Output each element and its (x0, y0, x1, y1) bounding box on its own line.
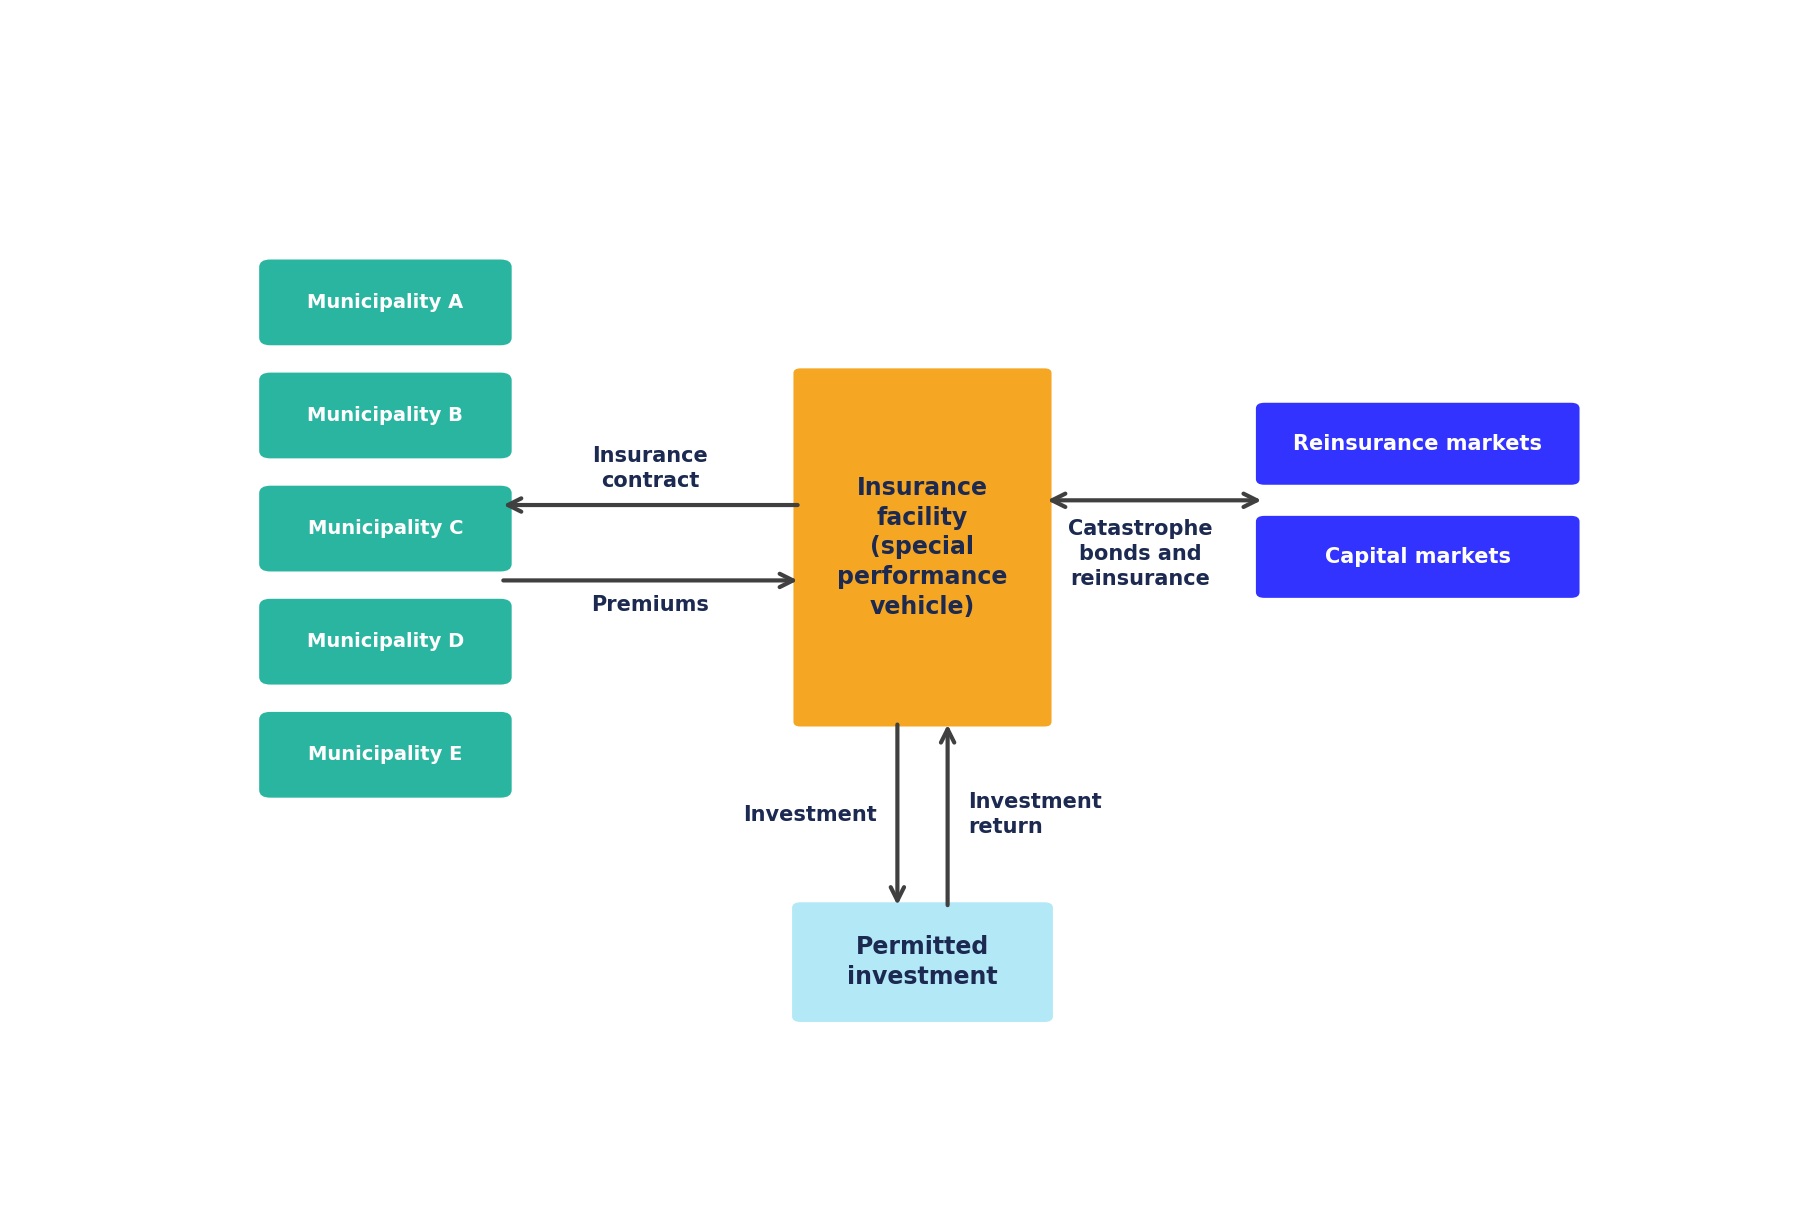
Text: Municipality E: Municipality E (308, 745, 463, 764)
FancyBboxPatch shape (1256, 403, 1580, 485)
Text: Catastrophe
bonds and
reinsurance: Catastrophe bonds and reinsurance (1067, 519, 1213, 589)
Text: Insurance
contract: Insurance contract (592, 446, 709, 491)
FancyBboxPatch shape (794, 368, 1051, 727)
Text: Municipality A: Municipality A (308, 293, 464, 312)
FancyBboxPatch shape (1256, 515, 1580, 597)
Text: Municipality D: Municipality D (306, 632, 464, 651)
FancyBboxPatch shape (259, 259, 511, 345)
Text: Insurance
facility
(special
performance
vehicle): Insurance facility (special performance … (837, 476, 1008, 619)
FancyBboxPatch shape (259, 486, 511, 572)
FancyBboxPatch shape (259, 372, 511, 458)
Text: Premiums: Premiums (592, 595, 709, 614)
Text: Investment
return: Investment return (968, 792, 1102, 837)
Text: Reinsurance markets: Reinsurance markets (1292, 433, 1543, 454)
FancyBboxPatch shape (792, 902, 1053, 1022)
FancyBboxPatch shape (259, 712, 511, 798)
Text: Permitted
investment: Permitted investment (848, 935, 997, 989)
Text: Capital markets: Capital markets (1325, 547, 1510, 567)
Text: Municipality B: Municipality B (308, 406, 463, 425)
Text: Investment: Investment (743, 805, 877, 825)
Text: Municipality C: Municipality C (308, 519, 463, 539)
FancyBboxPatch shape (259, 599, 511, 684)
